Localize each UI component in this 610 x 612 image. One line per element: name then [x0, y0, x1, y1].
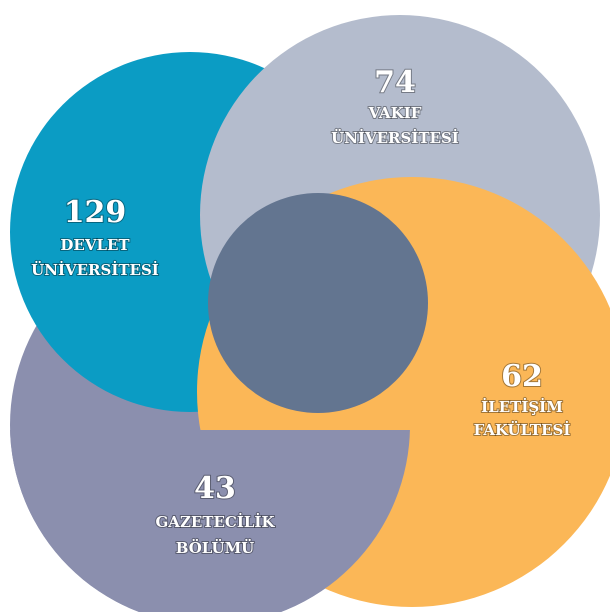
- node-label: FAKÜLTESİ: [474, 420, 571, 439]
- node-value: 43: [194, 471, 236, 506]
- node-label: İLETİŞİM: [481, 397, 563, 416]
- node-value: 129: [64, 195, 127, 230]
- node-label: GAZETECİLİK: [156, 512, 276, 531]
- node-label: ÜNİVERSİTESİ: [31, 260, 159, 279]
- node-value: 62: [501, 359, 543, 394]
- center-circle: [208, 193, 428, 413]
- node-label: VAKIF: [368, 104, 422, 122]
- circle-gazetecilik-overlap: [10, 430, 410, 612]
- node-label: BÖLÜMÜ: [176, 538, 255, 557]
- node-label: DEVLET: [60, 236, 130, 254]
- node-value: 74: [374, 65, 416, 100]
- node-label: ÜNİVERSİTESİ: [331, 128, 459, 147]
